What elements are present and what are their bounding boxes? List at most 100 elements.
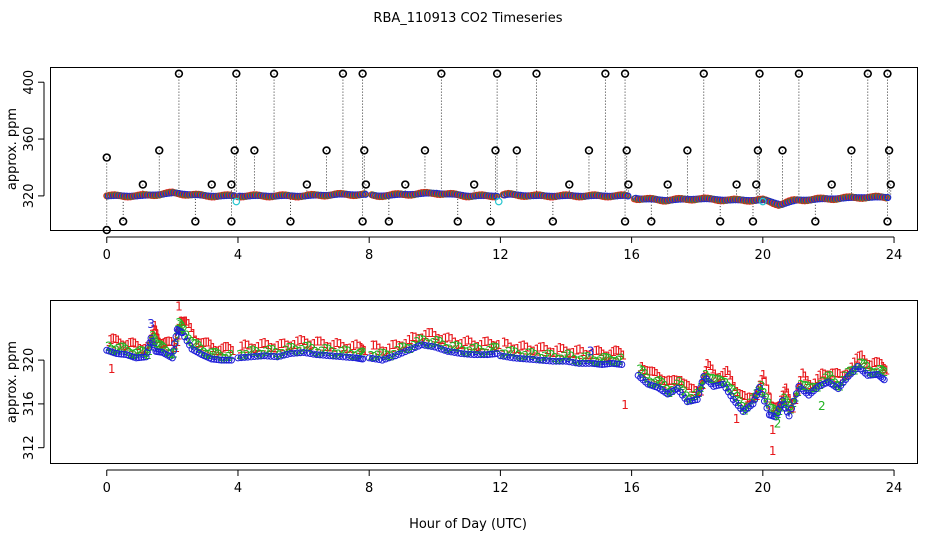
series-3-point	[763, 404, 771, 412]
series-1-label: 1	[806, 378, 814, 392]
series-2-label: 2	[769, 402, 777, 416]
series-3-point	[775, 405, 783, 413]
series-3-point	[359, 355, 367, 363]
series-3-point	[851, 365, 859, 373]
series-2-label: 2	[325, 342, 333, 356]
series-2-label: 2	[644, 371, 652, 385]
series-1-label: 1	[136, 342, 144, 356]
series-1-label: 1	[281, 337, 289, 351]
series-2-label: 2	[193, 337, 201, 351]
series-3-point	[120, 350, 128, 358]
series-2-label: 2	[380, 347, 388, 361]
x-tick-label: 24	[886, 248, 903, 263]
series-1-label: 1	[217, 344, 225, 358]
series-2-label: 2	[768, 401, 776, 415]
series-1-label: 1	[779, 389, 787, 403]
series-3-point	[774, 409, 782, 417]
series-3-point	[293, 349, 301, 357]
series-2-label: 2	[751, 390, 759, 404]
series-2-label: 2	[203, 348, 211, 362]
series-2-label: 2	[227, 348, 235, 362]
series-1-label: 1	[646, 364, 654, 378]
series-1-label: 1	[868, 358, 876, 372]
series-2-label: 2	[724, 379, 732, 393]
series-3-point	[700, 373, 708, 381]
series-3-point	[254, 352, 262, 360]
series-1-label: 1	[461, 335, 469, 349]
series-2-label: 2	[338, 345, 346, 359]
outlier-point	[102, 153, 111, 162]
series-2-label: 2	[795, 385, 803, 399]
series-1-label: 1	[248, 341, 256, 355]
series-2-label: 2	[150, 331, 158, 345]
series-1-label: 1	[781, 385, 789, 399]
series-3-point	[148, 338, 156, 345]
series-3-point	[323, 351, 331, 359]
outlier-point	[302, 180, 312, 189]
series-1-label: 1	[543, 343, 551, 357]
series-1-label: 1	[743, 391, 751, 405]
series-1-label: 1	[675, 374, 683, 388]
series-2-label: 2	[736, 395, 744, 409]
series-1-label: 1	[819, 367, 827, 381]
series-3-point	[170, 347, 178, 355]
series-1-label: 1	[152, 323, 160, 337]
series-3-point	[329, 352, 337, 360]
series-2-label: 2	[259, 348, 267, 362]
series-1-label: 1	[688, 382, 696, 396]
series-3-point	[513, 354, 521, 362]
series-1-label: 1	[340, 340, 348, 354]
series-2-label: 2	[877, 363, 885, 377]
series-3-point	[421, 341, 429, 349]
series-2-label: 2	[881, 365, 889, 379]
series-3-point	[785, 412, 793, 420]
series-2-label: 2	[400, 341, 408, 355]
series-2-label: 2	[722, 376, 730, 390]
series-2-label: 2	[605, 352, 613, 366]
series-1-label: 1	[783, 381, 791, 395]
series-1-label: 1	[438, 333, 446, 347]
series-1-label: 1	[821, 367, 829, 381]
series-2-label: 2	[120, 341, 128, 355]
series-3-point	[849, 368, 857, 376]
series-2-label: 2	[717, 374, 725, 388]
series-1-label: 1	[490, 339, 498, 353]
series-2-label: 2	[433, 334, 441, 348]
series-1-label: 1	[468, 336, 476, 350]
outlier-point	[565, 180, 574, 189]
series-1-label: 1	[861, 353, 869, 367]
series-2-label: 2	[190, 337, 198, 351]
series-2-label: 2	[482, 346, 490, 360]
outlier-point	[437, 69, 446, 78]
series-1-label: 1	[881, 362, 889, 376]
series-2-label: 2	[702, 368, 710, 382]
series-2-label: 2	[829, 373, 837, 387]
series-1-label: 1	[165, 334, 173, 348]
series-1-label: 1	[195, 336, 203, 350]
series-1-label: 1	[448, 332, 456, 346]
series-1-label: 1	[517, 339, 525, 353]
series-1-label: 1	[432, 329, 440, 343]
series-1-label: 1	[658, 373, 666, 387]
outlier-point	[469, 180, 479, 189]
outlier-point	[811, 217, 820, 226]
series-1-label: 1	[501, 336, 509, 350]
series-3-point	[605, 360, 613, 368]
series-2-label: 2	[153, 336, 161, 350]
series-1-label: 1	[731, 380, 739, 394]
series-2-label: 2	[673, 377, 681, 391]
series-2-label: 2	[185, 333, 193, 347]
series-2-label: 2	[499, 347, 507, 361]
series-3-point	[424, 342, 432, 350]
series-1-label: 1	[132, 336, 140, 350]
series-3-point	[500, 352, 508, 360]
series-1-label: 1	[873, 355, 881, 369]
outlier-point	[138, 180, 148, 189]
series-1-label: 1	[769, 444, 777, 458]
series-1-label: 1	[668, 374, 676, 388]
series-2-label: 2	[276, 349, 284, 363]
series-3-point	[488, 350, 496, 358]
series-2-label: 2	[822, 372, 830, 386]
series-3-point	[510, 354, 518, 362]
series-1-label: 1	[556, 341, 564, 355]
